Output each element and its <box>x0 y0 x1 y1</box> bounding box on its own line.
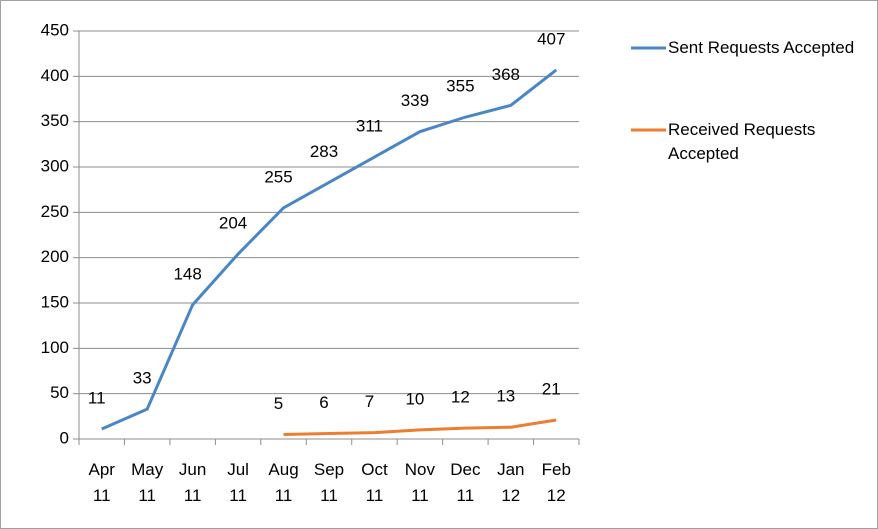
y-tick-label: 350 <box>41 111 69 130</box>
data-label: 6 <box>319 393 328 412</box>
data-label: 368 <box>492 65 520 84</box>
x-tick-label: Dec 11 <box>450 460 481 505</box>
data-label: 255 <box>264 167 292 186</box>
x-tick-label: Jan 12 <box>497 460 525 505</box>
data-label: 204 <box>219 214 247 233</box>
legend-label: Received Requests Accepted <box>668 120 816 163</box>
y-tick-label: 300 <box>41 156 69 175</box>
y-tick-label: 450 <box>41 20 69 39</box>
y-tick-label: 150 <box>41 292 69 311</box>
data-label: 12 <box>451 388 470 407</box>
series-line <box>101 68 558 431</box>
x-tick-label: Jul 11 <box>227 460 249 505</box>
y-tick-label: 200 <box>41 247 69 266</box>
legend-label: Sent Requests Accepted <box>668 38 855 57</box>
series-line <box>283 418 557 436</box>
x-tick-label: Nov 11 <box>404 460 436 505</box>
x-tick-label: Feb 12 <box>541 460 571 505</box>
y-tick-label: 50 <box>50 383 69 402</box>
data-label: 5 <box>274 394 283 413</box>
data-label: 13 <box>496 387 515 406</box>
x-tick-label: Jun 11 <box>178 460 207 505</box>
y-tick-label: 400 <box>41 66 69 85</box>
y-tick-label: 0 <box>60 428 69 447</box>
x-tick-label: Sep 11 <box>313 460 345 505</box>
data-label: 339 <box>401 91 429 110</box>
data-label: 311 <box>356 117 383 136</box>
data-label: 10 <box>405 389 424 408</box>
data-label: 11 <box>88 389 106 408</box>
data-label: 283 <box>310 142 338 161</box>
x-tick-label: Apr 11 <box>88 460 115 505</box>
data-label: 355 <box>446 77 474 96</box>
data-label: 407 <box>537 29 565 48</box>
data-label: 21 <box>542 379 561 398</box>
y-tick-label: 100 <box>41 338 69 357</box>
x-tick-label: Oct 11 <box>361 460 388 505</box>
data-label: 33 <box>133 369 152 388</box>
data-label: 148 <box>173 264 201 283</box>
y-tick-label: 250 <box>41 202 69 221</box>
data-label: 7 <box>365 392 374 411</box>
x-tick-label: May 11 <box>131 460 164 505</box>
x-tick-label: Aug 11 <box>268 460 299 505</box>
